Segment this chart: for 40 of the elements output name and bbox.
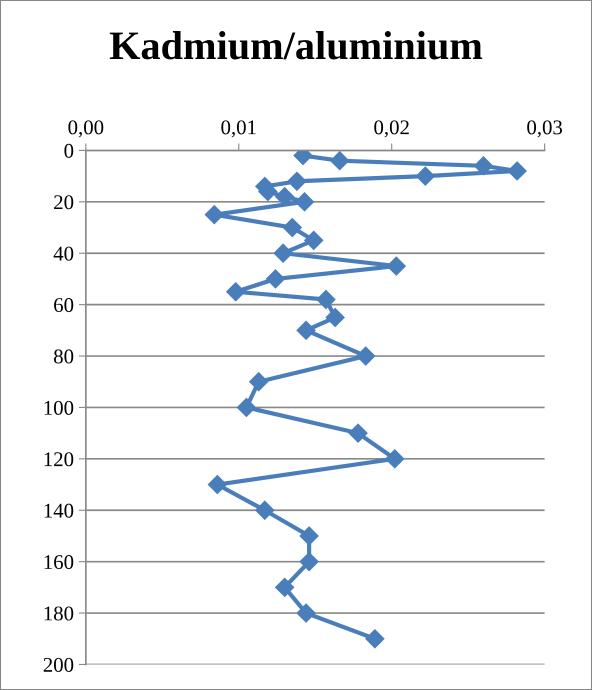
point <box>365 629 384 648</box>
x-tick-label: 0,00 <box>68 120 104 138</box>
point <box>287 172 306 191</box>
point <box>296 604 316 623</box>
y-tick-label: 0 <box>64 144 74 158</box>
point <box>255 500 274 520</box>
point <box>274 244 293 263</box>
point <box>266 269 286 288</box>
y-tick-label: 60 <box>54 298 74 312</box>
point <box>416 166 435 186</box>
point <box>300 526 319 546</box>
point <box>300 552 319 572</box>
point <box>249 372 268 392</box>
point <box>330 151 350 170</box>
y-tick-label: 180 <box>44 606 74 620</box>
y-tick-label: 20 <box>54 195 74 210</box>
chart-title: Kadmium/aluminium <box>110 31 482 60</box>
y-tick-label: 140 <box>44 504 74 518</box>
x-tick-label: 0,03 <box>527 120 562 138</box>
y-tick-label: 100 <box>44 400 74 415</box>
point <box>348 424 368 443</box>
point <box>236 398 256 417</box>
point <box>385 449 404 468</box>
y-tick-label: 160 <box>44 555 74 570</box>
y-tick-label: 200 <box>44 658 74 672</box>
x-tick-label: 0,01 <box>221 120 256 138</box>
y-tick-label: 40 <box>54 246 74 261</box>
y-tick-label: 120 <box>44 452 74 466</box>
point <box>304 230 324 250</box>
point <box>474 156 493 176</box>
point <box>275 578 294 597</box>
point <box>326 308 345 328</box>
point <box>508 161 527 181</box>
x-tick-label: 0,02 <box>374 120 409 138</box>
y-tick-label: 80 <box>54 349 74 364</box>
point <box>208 475 227 494</box>
point <box>356 346 376 366</box>
point <box>316 290 336 310</box>
point <box>282 218 302 238</box>
point <box>296 320 316 340</box>
